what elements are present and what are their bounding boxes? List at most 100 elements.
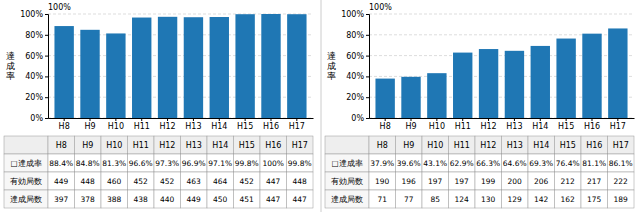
table-value: 66.3% <box>476 159 500 168</box>
table-cell <box>581 172 608 190</box>
table-value: 212 <box>561 177 576 186</box>
table-cell <box>260 136 287 154</box>
table-value: 206 <box>534 177 549 186</box>
table-row-label: 有効局数 <box>10 177 42 186</box>
table-cell <box>528 190 555 208</box>
table-header: H10 <box>106 141 122 150</box>
annotation: 100% <box>48 3 71 12</box>
table-cell <box>396 136 423 154</box>
x-tick-mark <box>193 118 194 121</box>
x-tick-label: H14 <box>532 122 548 131</box>
bar <box>531 46 550 118</box>
table-value: 464 <box>213 177 228 186</box>
table-value: 97.1% <box>208 159 232 168</box>
x-tick-mark <box>167 118 168 121</box>
table-cell <box>396 154 423 172</box>
x-tick: H11 <box>455 118 471 131</box>
table-cell <box>75 190 102 208</box>
table-value: 124 <box>455 195 470 204</box>
table-cell <box>128 136 155 154</box>
table-value: 129 <box>508 195 523 204</box>
y-axis-title-line: 成 <box>6 61 15 71</box>
table-value: 88.4% <box>49 159 73 168</box>
y-axis-title: 達成率 <box>6 51 15 81</box>
y-axis-title-line: 成 <box>327 61 336 71</box>
table-value: 452 <box>160 177 175 186</box>
bar <box>556 39 575 118</box>
table-cell <box>555 154 582 172</box>
y-tick-mark <box>45 76 48 77</box>
x-tick: H8 <box>380 118 391 131</box>
table-cell <box>449 190 476 208</box>
table-cell <box>502 136 529 154</box>
table-cell <box>4 136 48 154</box>
table-header: H11 <box>454 141 470 150</box>
table-header: H12 <box>159 141 175 150</box>
y-tick-mark <box>45 14 48 15</box>
x-tick: H9 <box>84 118 95 131</box>
table-cell <box>502 190 529 208</box>
table-value: 463 <box>187 177 202 186</box>
y-tick-label: 40% <box>346 72 364 81</box>
bar <box>287 14 306 118</box>
table-cell <box>4 154 48 172</box>
table-cell <box>369 190 396 208</box>
table-cell <box>234 154 261 172</box>
table-header: H13 <box>507 141 523 150</box>
table-header: H14 <box>533 141 549 150</box>
table-cell <box>234 136 261 154</box>
x-tick-mark <box>591 118 592 121</box>
y-axis-line <box>45 15 49 119</box>
table-cell <box>101 190 128 208</box>
table-value: 130 <box>481 195 496 204</box>
table-cell <box>369 154 396 172</box>
y-tick-mark <box>366 35 369 36</box>
table-cell <box>287 136 314 154</box>
table-cell <box>4 190 48 208</box>
divider <box>321 0 322 212</box>
table-value: 450 <box>213 195 228 204</box>
table-cell <box>422 136 449 154</box>
table-cell <box>475 154 502 172</box>
table-cell <box>48 154 75 172</box>
table-value: 217 <box>587 177 602 186</box>
table-value: 86.1% <box>609 159 633 168</box>
y-tick-label: 20% <box>25 93 43 102</box>
table-cell <box>555 172 582 190</box>
y-tick: 60% <box>346 52 369 61</box>
table-value: 197 <box>428 177 443 186</box>
y-tick-mark <box>45 118 48 119</box>
x-tick: H15 <box>558 118 574 131</box>
table-cell <box>75 172 102 190</box>
table-value: 449 <box>54 177 69 186</box>
table: H8H9H10H11H12H13H14H15H16H17□達成率37.9%39.… <box>325 136 634 208</box>
table-cell <box>502 154 529 172</box>
table-cell <box>581 136 608 154</box>
annotation: 100% <box>369 3 392 12</box>
table-value: 451 <box>240 195 255 204</box>
table-value: 162 <box>561 195 576 204</box>
table-cell <box>396 190 423 208</box>
x-tick-label: H15 <box>237 122 253 131</box>
table-value: 85 <box>430 195 440 204</box>
table-cell <box>608 172 635 190</box>
x-tick-mark <box>617 118 618 121</box>
table-cell <box>234 172 261 190</box>
table-header: H10 <box>427 141 443 150</box>
x-tick-mark <box>90 118 91 121</box>
table-cell <box>260 154 287 172</box>
table-value: 71 <box>377 195 387 204</box>
x-axis: H8H9H10H11H12H13H14H15H16H17 <box>49 118 314 131</box>
table-cell <box>475 136 502 154</box>
table: H8H9H10H11H12H13H14H15H16H17□達成率88.4%84.… <box>4 136 313 208</box>
x-tick: H16 <box>263 118 279 131</box>
table-row-label: □達成率 <box>10 159 41 168</box>
table-cell <box>325 172 369 190</box>
y-tick-mark <box>366 97 369 98</box>
y-tick-label: 80% <box>25 31 43 40</box>
bar <box>132 18 151 118</box>
table-cell <box>128 190 155 208</box>
table-cell <box>207 190 234 208</box>
table-cell <box>581 190 608 208</box>
x-tick: H9 <box>405 118 416 131</box>
